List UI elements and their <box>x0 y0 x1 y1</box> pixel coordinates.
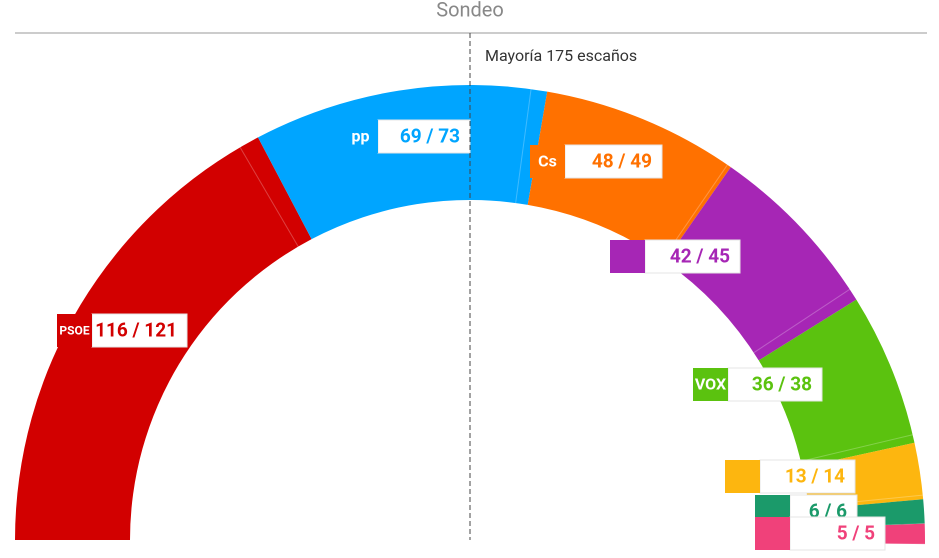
label-box <box>759 459 856 494</box>
majority-label: Mayoría 175 escaños <box>485 46 637 65</box>
seat-label: 36 / 38 <box>752 373 812 396</box>
party-label: 13 / 14 <box>725 459 856 494</box>
seat-segment <box>664 167 857 361</box>
party-label: VOX 36 / 38 <box>693 367 823 402</box>
seat-label: 69 / 73 <box>400 125 460 148</box>
labels: PSOE 116 / 121 pp 69 / 73 Cs 48 / 49 42 / 45 VO… <box>57 119 886 551</box>
party-label: 5 / 5 <box>755 516 886 551</box>
party-logo <box>610 240 645 273</box>
seat-label: 5 / 5 <box>837 522 875 545</box>
seat-segment <box>257 84 548 240</box>
seat-label: 48 / 49 <box>592 150 652 173</box>
chart-title: Sondeo <box>436 0 504 21</box>
party-logo <box>343 120 378 153</box>
low-estimate-tick <box>239 147 299 247</box>
label-box <box>91 313 188 348</box>
label-box <box>564 144 663 179</box>
seat-segment <box>758 299 915 468</box>
party-logo <box>725 460 760 493</box>
party-logo-text: pp <box>352 127 370 146</box>
party-logo-text: PSOE <box>59 324 89 338</box>
low-estimate-tick <box>515 89 532 204</box>
label-box <box>789 516 886 551</box>
party-label: 42 / 45 <box>610 239 741 274</box>
party-logo <box>57 314 92 347</box>
seat-label: 42 / 45 <box>670 245 730 268</box>
party-logo-text: Cs <box>538 152 557 171</box>
party-label: PSOE 116 / 121 <box>57 313 188 348</box>
party-label: pp 69 / 73 <box>343 119 471 154</box>
party-logo <box>755 517 790 550</box>
party-logo-text: VOX <box>695 375 726 394</box>
party-label: Cs 48 / 49 <box>530 144 663 179</box>
party-logo <box>530 145 565 178</box>
seat-label: 116 / 121 <box>95 319 177 342</box>
label-box <box>377 119 471 154</box>
seat-label: 13 / 14 <box>785 465 845 488</box>
label-box <box>644 239 741 274</box>
label-box <box>727 367 823 402</box>
party-logo <box>693 368 728 401</box>
low-estimate-tick <box>753 288 851 354</box>
low-estimate-tick <box>800 434 913 462</box>
